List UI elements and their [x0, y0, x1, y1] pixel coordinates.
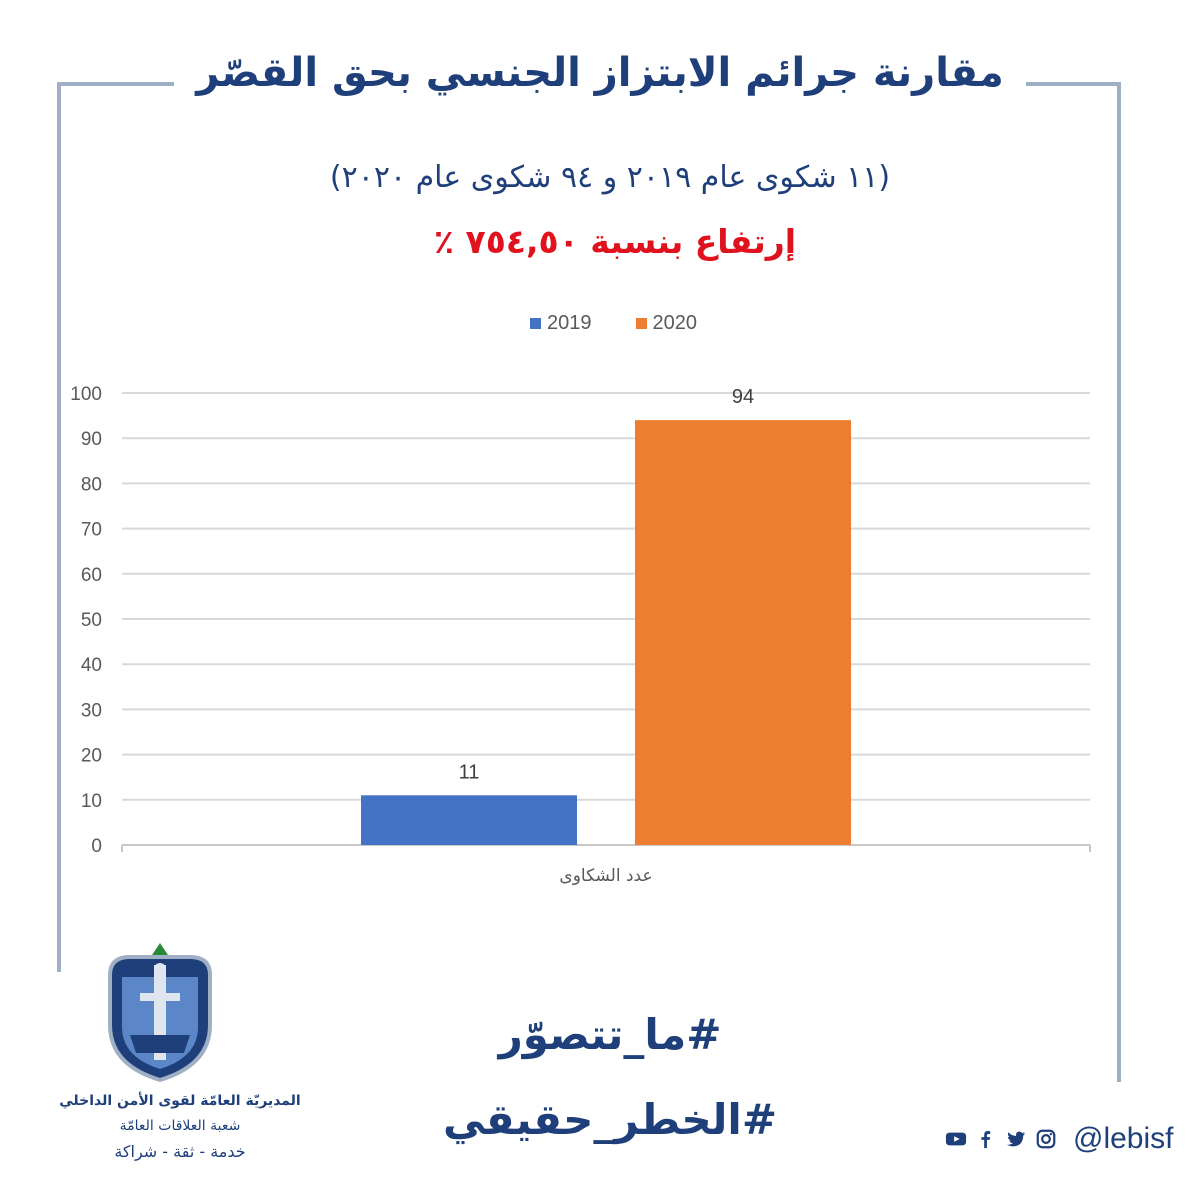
- org-name: المديريّة العامّة لقوى الأمن الداخلي: [59, 1093, 301, 1109]
- frame-right: [1117, 82, 1121, 1082]
- y-tick-label-50: 50: [81, 610, 102, 631]
- hashtag-al-khatar-haqiqi[interactable]: #الخطر_حقيقي: [442, 1095, 778, 1144]
- legend-label-2019: 2019: [547, 312, 592, 334]
- increase-highlight: إرتفاع بنسبة ٧٥٤,٥٠ ٪: [433, 222, 797, 261]
- data-label-2020: 94: [732, 386, 754, 408]
- bar-2020: [635, 420, 851, 845]
- y-tick-label-30: 30: [81, 700, 102, 721]
- y-tick-label-0: 0: [91, 836, 102, 857]
- legend-item-2020: 2020: [635, 312, 698, 335]
- legend-swatch-2020: [635, 318, 647, 329]
- data-label-2019: 11: [459, 761, 480, 783]
- social-handle[interactable]: @lebisf: [1073, 1122, 1174, 1155]
- chart-legend: 2019 2020: [530, 312, 697, 335]
- legend-swatch-2019: [530, 318, 541, 329]
- hashtag-ma-tetsawwar[interactable]: #ما_تتصوّر: [498, 1010, 722, 1059]
- isf-logo: [108, 943, 212, 1083]
- y-tick-label-90: 90: [81, 429, 102, 450]
- x-category-label: عدد الشكاوى: [559, 866, 652, 886]
- legend-item-2019: 2019: [530, 312, 592, 335]
- y-tick-label-10: 10: [81, 791, 102, 812]
- legend-label-2020: 2020: [652, 312, 698, 334]
- frame-left: [57, 82, 61, 972]
- org-department: شعبة العلاقات العامّة: [119, 1118, 241, 1134]
- frame-top-right: [1025, 82, 1121, 86]
- y-tick-label-60: 60: [81, 565, 102, 586]
- youtube-icon[interactable]: [945, 1128, 967, 1150]
- bar-2019: [361, 795, 577, 845]
- y-tick-label-70: 70: [81, 520, 102, 541]
- y-tick-label-40: 40: [81, 655, 102, 676]
- y-tick-label-100: 100: [70, 384, 102, 405]
- page-title: مقارنة جرائم الابتزاز الجنسي بحق القصّر: [0, 50, 1200, 96]
- bar-chart: 0 10 20 30 40 50 60 70 80 90 100 11 94 عدد الشكاوى: [70, 384, 1091, 886]
- facebook-icon[interactable]: [975, 1128, 997, 1150]
- frame-top-left: [57, 82, 177, 86]
- twitter-icon[interactable]: [1005, 1128, 1027, 1150]
- y-tick-label-20: 20: [81, 746, 102, 767]
- org-motto: خدمة - ثقة - شراكة: [114, 1142, 246, 1161]
- social-links: @lebisf: [945, 1122, 1174, 1156]
- subtitle: (١١ شكوى عام ٢٠١٩ و ٩٤ شكوى عام ٢٠٢٠): [329, 160, 891, 195]
- y-tick-label-80: 80: [81, 474, 102, 495]
- instagram-icon[interactable]: [1035, 1128, 1057, 1150]
